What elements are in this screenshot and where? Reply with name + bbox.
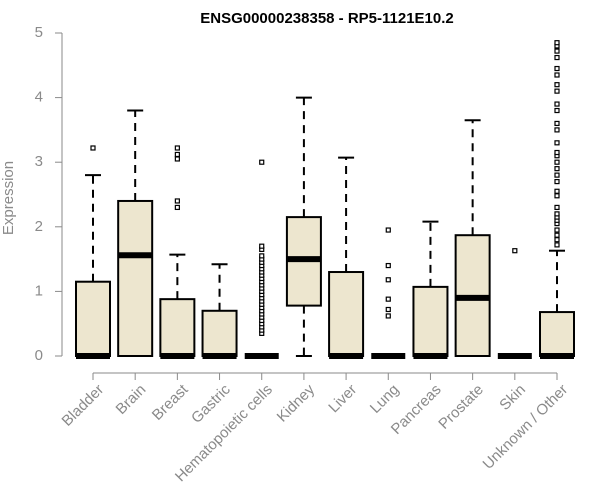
outlier-point [385, 277, 391, 283]
outlier-point [512, 248, 518, 254]
y-tick-label: 1 [35, 282, 43, 299]
outlier-point [174, 204, 180, 211]
outlier-point [554, 178, 560, 185]
box-group [539, 40, 575, 359]
outlier-point [554, 82, 560, 88]
outlier-point [385, 262, 391, 269]
box-group [328, 156, 365, 359]
outlier-point [174, 145, 180, 151]
outlier-point [554, 54, 560, 61]
iqr-box [201, 309, 238, 357]
outlier-point [385, 296, 391, 302]
x-tick-label: Brain [113, 381, 150, 418]
outlier-point [554, 166, 560, 172]
outlier-point [259, 253, 265, 259]
box-group [497, 248, 532, 359]
outlier-point [259, 159, 265, 165]
outlier-point [554, 140, 560, 146]
outlier-point [554, 65, 560, 72]
box-group [159, 145, 196, 359]
iqr-box [117, 199, 154, 357]
y-tick-label: 5 [35, 24, 43, 41]
boxes-layer [75, 40, 575, 359]
x-tick-label: Lung [367, 381, 403, 417]
y-tick-label: 2 [35, 218, 43, 235]
box-group [285, 96, 322, 357]
outlier-point [554, 48, 560, 54]
outlier-point [174, 156, 180, 162]
outlier-point [174, 151, 180, 158]
outlier-point [554, 232, 560, 238]
outlier-point [554, 72, 560, 78]
box-group [454, 119, 491, 357]
outlier-point [554, 101, 560, 107]
x-tick-label: Prostate [435, 381, 487, 433]
iqr-box [328, 271, 365, 357]
x-tick-label: Breast [149, 381, 192, 424]
outlier-point [259, 243, 265, 249]
y-axis: 0 1 2 3 4 5 [35, 24, 63, 364]
outlier-point [554, 88, 560, 94]
outlier-point [554, 159, 560, 165]
y-tick-label: 0 [35, 347, 43, 364]
outlier-point [554, 204, 560, 211]
box-group [75, 145, 111, 359]
outlier-point [90, 145, 96, 151]
outlier-point [554, 188, 560, 194]
box-group [412, 220, 449, 359]
outlier-point [554, 242, 560, 248]
iqr-box [159, 298, 196, 358]
outlier-point [554, 40, 560, 46]
iqr-box [412, 285, 449, 357]
outlier-point [554, 237, 560, 243]
box-group [201, 263, 238, 359]
outlier-point [385, 306, 391, 313]
outlier-point [554, 127, 560, 133]
y-axis-label: Expression [0, 161, 17, 235]
outlier-point [554, 172, 560, 178]
outlier-point [385, 227, 391, 233]
x-tick-label: Kidney [274, 381, 319, 426]
box-group [244, 159, 279, 359]
outlier-point [385, 313, 391, 319]
outlier-point [554, 149, 560, 156]
y-tick-label: 3 [35, 153, 43, 170]
x-tick-label: Bladder [59, 381, 108, 430]
box-group [371, 227, 406, 359]
outlier-point [554, 227, 560, 233]
y-tick-label: 4 [35, 89, 43, 106]
iqr-box [75, 280, 111, 357]
outlier-point [174, 198, 180, 204]
outlier-point [554, 107, 560, 114]
iqr-box [539, 311, 575, 357]
outlier-point [554, 193, 560, 199]
outlier-point [554, 211, 560, 217]
x-tick-label: Liver [325, 381, 360, 416]
chart-title: ENSG00000238358 - RP5-1121E10.2 [200, 10, 454, 27]
outlier-point [554, 120, 560, 127]
box-group [117, 109, 154, 357]
x-tick-label: Skin [496, 381, 529, 414]
